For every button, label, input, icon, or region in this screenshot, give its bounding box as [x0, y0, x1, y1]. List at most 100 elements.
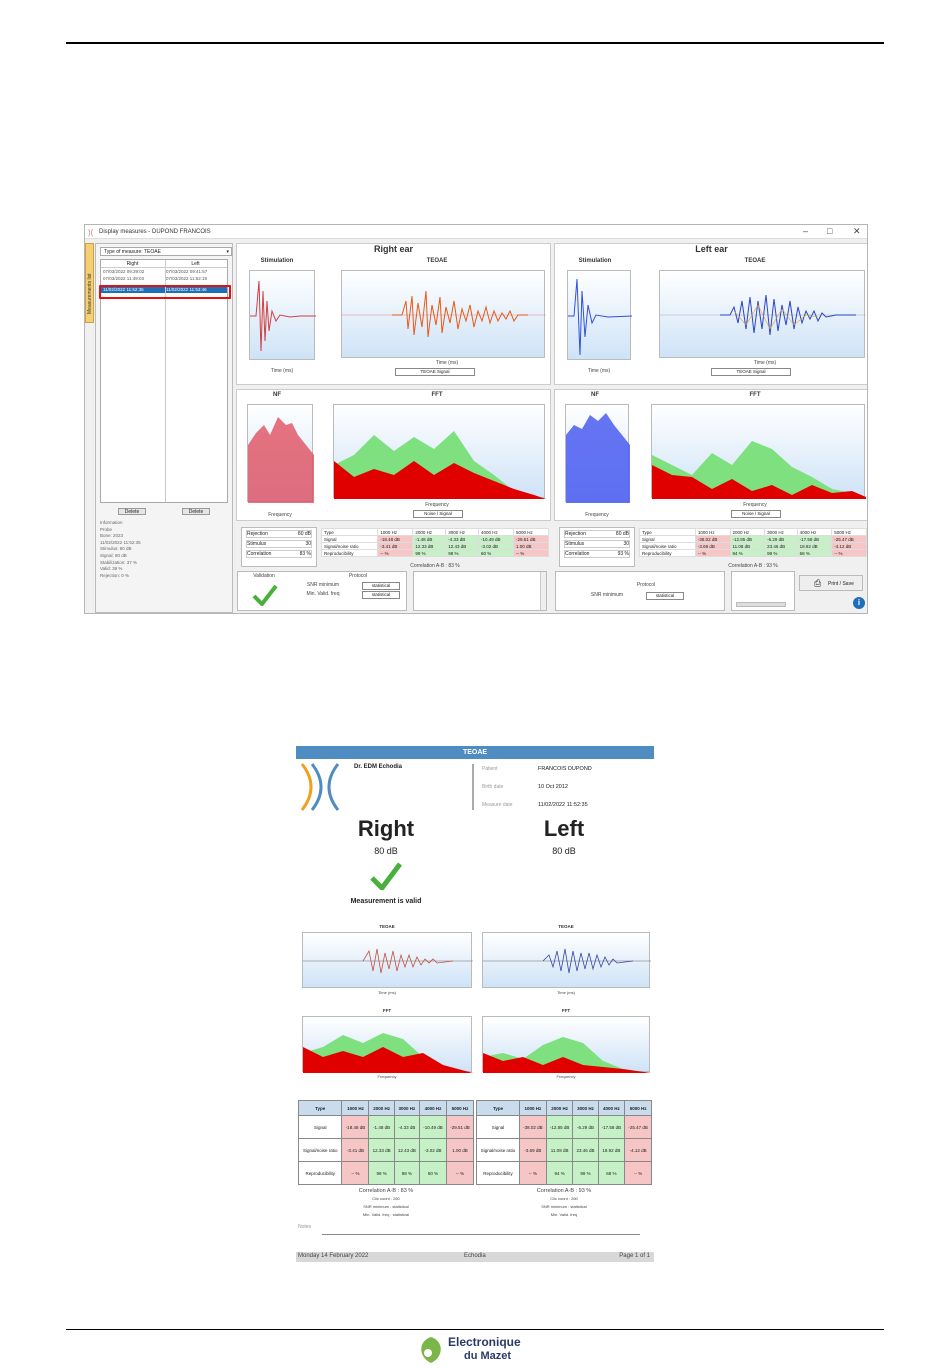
horizontal-scrollbar[interactable] [736, 602, 786, 607]
table-cell: -- % [519, 1161, 547, 1185]
right-nf-plot [247, 404, 314, 503]
report-header: TEOAE [296, 746, 654, 759]
table-header-cell: 3000 Hz [764, 528, 798, 536]
printed-report: TEOAE Dr. EDM Echodia Patient FRANCOIS D… [296, 746, 654, 1262]
selection-highlight-box [99, 285, 231, 299]
left-stimulation-wave [568, 278, 633, 356]
top-rule [66, 42, 884, 44]
measure-list: Right Left 07/03/2022 09:39:02 07/03/2022 … [99, 259, 231, 503]
right-validation-panel: Validation Protocol SNR minimum statisti… [237, 571, 407, 611]
right-heading: Right [357, 816, 415, 841]
table-cell: -18.48 dB [377, 535, 414, 543]
left-note: SNR minimum : statistical [541, 1204, 587, 1209]
print-button[interactable]: ⎙ Print / Save [799, 575, 863, 591]
table-row-label: Signal/noise ratio [320, 542, 379, 550]
close-icon[interactable]: ✕ [853, 226, 861, 236]
right-report-teoae-wave [303, 948, 473, 974]
stat-value: 83 % [299, 551, 311, 557]
left-report-teoae-plot [482, 932, 651, 988]
measure-info: Information Probe Bone: 2023 11/02/2022 … [100, 520, 232, 579]
left-ear-fft-panel: NF FFT Frequency Noise / Signal Frequenc… [554, 389, 867, 521]
table-header-cell: 5000 Hz [446, 1100, 474, 1116]
snr-min-value: statistical [362, 582, 400, 590]
list-item-right: 11/02/2022 11:52:35 [103, 287, 144, 292]
type-of-measure-select[interactable]: Type of measure: TEOAE ▾ [100, 247, 232, 256]
table-row-label: Signal/noise ratio [639, 542, 696, 550]
right-fft-title: FFT [382, 1008, 392, 1013]
table-cell: 68 % [597, 1161, 626, 1185]
left-notes-field[interactable] [731, 571, 795, 611]
info-icon[interactable]: i [853, 597, 865, 609]
table-header-cell: 3000 Hz [445, 528, 480, 536]
right-stimulation-wave [250, 280, 316, 352]
table-cell: -3.69 dB [694, 542, 731, 550]
right-report-freq-label: Frequency [377, 1074, 397, 1079]
table-cell: -38.02 dB [519, 1115, 547, 1139]
measure-list-panel: Type of measure: TEOAE ▾ Right Left 07/03/… [95, 243, 233, 613]
table-row: Reproducibility -- % 99 % 98 % 60 % -- % [320, 549, 550, 557]
printer-icon: ⎙ [814, 578, 822, 588]
logo-line1: Electronique [448, 1335, 521, 1349]
table-cell: 11.08 dB [729, 542, 766, 550]
list-item[interactable]: 07/03/2022 09:39:02 07/03/2022 09:41:57 [101, 268, 227, 275]
left-correlation: Correlation A-B : 93 % [728, 563, 778, 569]
measurements-side-tab[interactable]: Measurements list [85, 243, 94, 323]
info-line: 11/02/2022 11:52:35 [100, 539, 141, 545]
minimize-icon[interactable]: – [803, 226, 809, 236]
right-fft-plot [333, 404, 546, 499]
right-teoae-title: TEOAE [379, 924, 395, 929]
left-fft-legend: Noise / Signal [731, 510, 781, 518]
table-header-cell: 4000 Hz [796, 528, 833, 536]
table-cell: 11.08 dB [545, 1138, 574, 1162]
table-header-row: Type 1000 Hz 2000 Hz 3000 Hz 4000 Hz 5000 Hz [297, 1100, 474, 1116]
stat-label: Rejection [565, 531, 586, 537]
table-row-label: Signal [475, 1115, 521, 1139]
type-label: Type of measure [104, 249, 142, 255]
table-header-cell: 1000 Hz [341, 1100, 370, 1116]
fft-title: FFT [431, 392, 443, 398]
delete-left-button[interactable]: Delete [182, 508, 210, 515]
table-row-label: Signal [297, 1115, 343, 1139]
right-notes-field[interactable] [413, 571, 547, 611]
table-row-label: Reproducibility [475, 1161, 521, 1185]
left-stimulation-plot [567, 270, 633, 360]
stat-row: Rejection 80 dB [564, 530, 630, 538]
measure-date-label: Measure date [482, 802, 513, 808]
list-item-selected[interactable]: 11/02/2022 11:52:35 11/02/2022 11:53:46 [101, 286, 227, 293]
right-teoae-wave [342, 290, 546, 338]
table-header-cell: 2000 Hz [412, 528, 447, 536]
list-item-left: 11/02/2022 11:53:46 [166, 287, 207, 292]
stat-label: Correlation [565, 551, 590, 557]
info-line: Valid: 39 % [100, 566, 123, 572]
left-fft-area [652, 441, 866, 499]
right-teoae-legend: TEOAE Signal [395, 368, 475, 376]
right-stat-box: Rejection 80 dB Stimulus 30 Correlation 83 … [241, 527, 317, 567]
table-header-cell: Type [475, 1100, 521, 1116]
table-header-cell: 2000 Hz [729, 528, 766, 536]
list-item-left: 07/03/2022 09:41:57 [166, 269, 208, 274]
table-cell: -4.33 dB [393, 1115, 421, 1139]
table-row: Reproducibility -- % 94 % 99 % 68 % -- % [639, 549, 867, 557]
doctor-name: Dr. EDM Echodia [354, 764, 403, 770]
info-line: Stabilization: 37 % [100, 559, 138, 565]
info-line: Stimulus: 80 dB [100, 546, 132, 552]
list-item[interactable]: 07/03/2022 11:49:03 07/03/2022 11:52:19 [101, 275, 227, 282]
right-report-fft-area [303, 1033, 473, 1073]
right-results-table: Type 1000 Hz 2000 Hz 3000 Hz 4000 Hz 5000 Hz S… [320, 528, 550, 557]
table-header-cell: 2000 Hz [368, 1100, 395, 1116]
birth-label: Birth date [482, 784, 504, 790]
table-header-row: Type 1000 Hz 2000 Hz 3000 Hz 4000 Hz 5000 Hz [320, 528, 550, 536]
snr-min-label: SNR minimum [590, 592, 624, 598]
notes-scrollbar[interactable] [540, 572, 546, 610]
maximize-icon[interactable]: □ [827, 226, 833, 236]
table-cell: -38.02 dB [694, 535, 731, 543]
delete-right-button[interactable]: Delete [118, 508, 146, 515]
table-cell: -17.58 dB [597, 1115, 626, 1139]
report-left-table: Type 1000 Hz 2000 Hz 3000 Hz 4000 Hz 5000 Hz S… [475, 1100, 652, 1185]
table-row: Signal -18.48 dB -1.48 dB -4.33 dB -10.49 dB… [320, 535, 550, 543]
table-header-cell: 1000 Hz [377, 528, 414, 536]
table-cell: -10.49 dB [419, 1115, 447, 1139]
stimulation-title: Stimulation [578, 258, 612, 264]
stat-label: Stimulus [565, 541, 585, 547]
table-row-label: Reproducibility [320, 549, 379, 557]
